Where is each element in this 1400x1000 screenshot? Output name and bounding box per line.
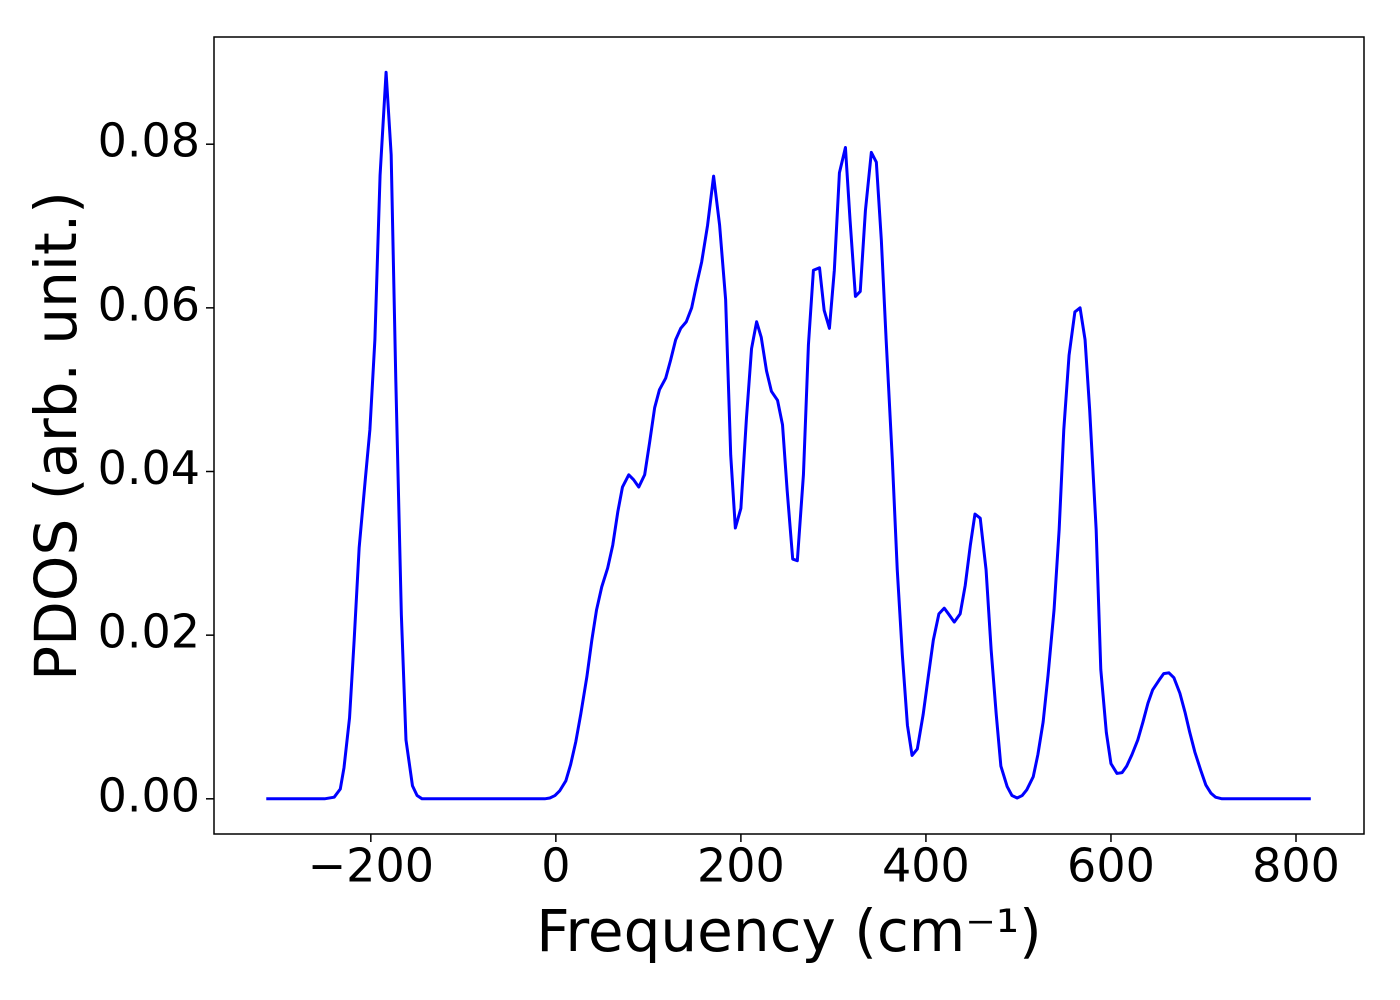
pdos-line: [266, 70, 1311, 801]
x-tick-label: 200: [697, 839, 785, 893]
y-axis-label: PDOS (arb. unit.): [22, 191, 90, 681]
y-tick-label: 0.02: [98, 605, 200, 659]
x-tick-label: 0: [541, 839, 570, 893]
x-tick-label: 800: [1252, 839, 1340, 893]
y-tick-label: 0.04: [98, 441, 200, 495]
x-axis-label: Frequency (cm⁻¹): [536, 897, 1042, 965]
x-tick-label: 600: [1067, 839, 1155, 893]
x-tick-label: −200: [308, 839, 434, 893]
plot-frame: [213, 36, 1365, 835]
y-tick-label: 0.00: [98, 768, 200, 822]
y-tick-label: 0.08: [98, 114, 200, 168]
x-tick-label: 400: [882, 839, 970, 893]
y-tick-label: 0.06: [98, 277, 200, 331]
